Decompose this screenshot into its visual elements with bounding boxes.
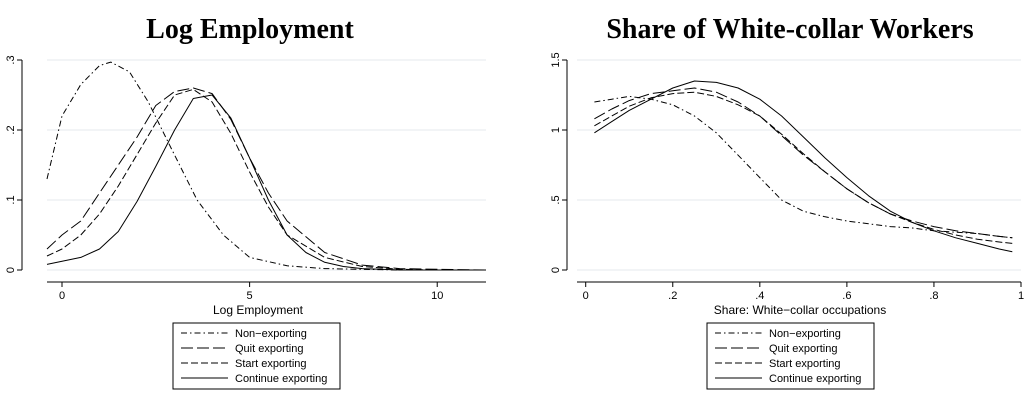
legend-label: Quit exporting (235, 343, 303, 355)
legend-label: Quit exporting (769, 343, 837, 355)
panel-right-title: Share of White-collar Workers (606, 14, 973, 45)
y-tick-label: 1.5 (550, 52, 562, 67)
y-tick-label: 0 (550, 267, 562, 273)
series-line-start-exporting (46, 88, 486, 271)
y-tick-label: .1 (5, 195, 17, 204)
panel-right-x-axis: 0 .2 .4 .6 .8 1 (583, 282, 1024, 302)
x-tick-label: .2 (668, 290, 677, 302)
panel-left-gridlines (47, 59, 486, 271)
legend-label: Start exporting (769, 358, 841, 370)
x-tick-label: 10 (431, 290, 443, 302)
series-line-non-exporting (594, 95, 1013, 239)
y-tick-label: 1 (550, 127, 562, 133)
legend-label: Non−exporting (769, 328, 841, 340)
panel-left-series-lines (46, 61, 487, 271)
legend-label: Continue exporting (235, 373, 327, 385)
y-tick-label: .5 (550, 195, 562, 204)
panel-left: Log Employment 0 .1 .2 .3 0 5 10 Log Employme… (5, 14, 487, 390)
series-line-continue-exporting (46, 94, 486, 271)
panel-right-legend: Non−exporting Quit exporting Start exporti… (706, 322, 875, 390)
y-tick-label: .3 (5, 55, 17, 64)
series-line-start-exporting (594, 91, 1013, 244)
x-tick-label: 5 (247, 290, 253, 302)
panel-right-series-lines (594, 80, 1013, 253)
panel-left-legend: Non−exporting Quit exporting Start exporti… (172, 322, 341, 390)
x-tick-label: .6 (842, 290, 851, 302)
series-line-non-exporting (46, 61, 486, 271)
panel-left-x-axis: 0 5 10 (59, 282, 443, 302)
y-tick-label: .2 (5, 125, 17, 134)
series-line-quit-exporting (594, 87, 1013, 239)
panel-right-gridlines (577, 59, 1021, 271)
panel-right-x-axis-title: Share: White−collar occupations (714, 303, 886, 317)
legend-label: Start exporting (235, 358, 307, 370)
panel-left-title: Log Employment (146, 14, 354, 45)
x-tick-label: .8 (929, 290, 938, 302)
x-tick-label: .4 (755, 290, 764, 302)
series-line-continue-exporting (594, 80, 1013, 253)
panel-left-x-axis-title: Log Employment (213, 303, 304, 317)
panel-left-y-axis: 0 .1 .2 .3 (5, 55, 22, 273)
x-tick-label: 1 (1018, 290, 1024, 302)
x-tick-label: 0 (583, 290, 589, 302)
legend-label: Non−exporting (235, 328, 307, 340)
x-tick-label: 0 (59, 290, 65, 302)
panel-right: Share of White-collar Workers 0 .5 1 1.5 0.… (550, 14, 1024, 390)
series-line-quit-exporting (46, 87, 487, 271)
panel-right-y-axis: 0 .5 1 1.5 (550, 52, 567, 273)
legend-label: Continue exporting (769, 373, 861, 385)
y-tick-label: 0 (5, 267, 17, 273)
